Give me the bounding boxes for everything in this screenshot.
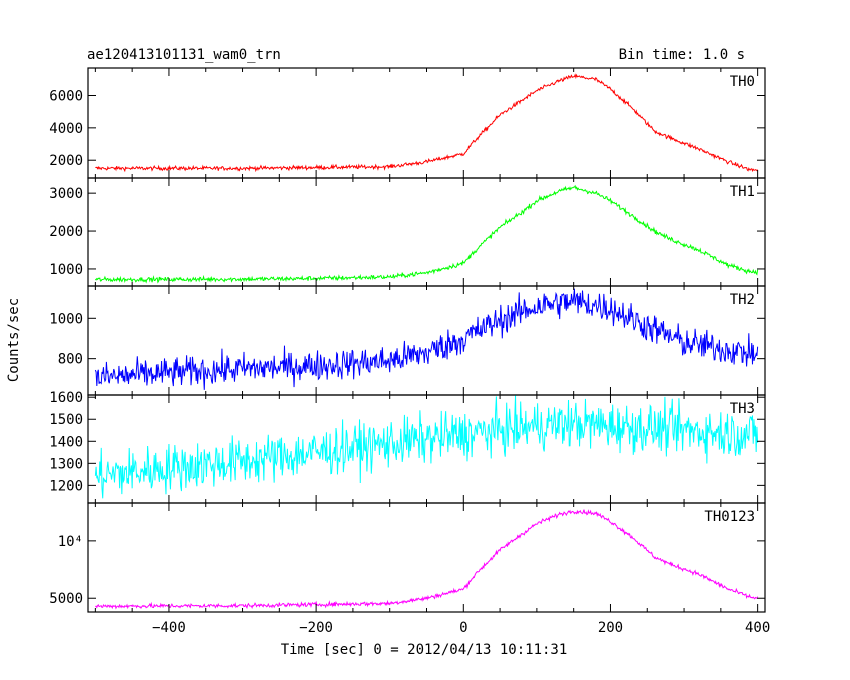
panel-label-th2: TH2 — [730, 292, 755, 308]
x-axis-label: Time [sec] 0 = 2012/04/13 10:11:31 — [281, 642, 568, 658]
series-line-th1 — [94, 184, 759, 284]
x-tick-label: 400 — [745, 620, 770, 636]
panel-frame — [87, 177, 766, 287]
y-tick-label: 1200 — [49, 478, 83, 494]
y-tick-label: 6000 — [49, 89, 83, 105]
panel-label-th3: TH3 — [730, 401, 755, 417]
panel-th0123: 5000 10⁴ TH0123 — [49, 502, 766, 613]
y-tick-label: 1000 — [49, 262, 83, 278]
y-tick-label: 2000 — [49, 224, 83, 240]
panel-th1: 1000 2000 3000 TH1 — [49, 177, 766, 287]
panel-frame — [87, 394, 766, 504]
x-tick-label: −400 — [152, 620, 186, 636]
series-line-th3 — [94, 394, 759, 499]
x-tick-label: 200 — [598, 620, 623, 636]
panel-label-th1: TH1 — [730, 184, 755, 200]
y-tick-label: 800 — [58, 352, 83, 368]
y-axis-label: Counts/sec — [6, 298, 22, 382]
panel-label-th0123: TH0123 — [704, 509, 755, 525]
chart-title: ae120413101131_wam0_trn — [87, 47, 281, 63]
bin-time-label: Bin time: 1.0 s — [619, 47, 745, 63]
y-tick-label: 1400 — [49, 434, 83, 450]
panel-th0: 2000 4000 6000 TH0 — [49, 67, 766, 179]
y-tick-label: 1300 — [49, 456, 83, 472]
panel-th2: 800 1000 TH2 — [49, 285, 766, 396]
panel-frame — [87, 285, 766, 396]
y-tick-label: 2000 — [49, 153, 83, 169]
y-tick-label: 1500 — [49, 412, 83, 428]
y-tick-label: 5000 — [49, 591, 83, 607]
panel-th3: 1200 1300 1400 1500 1600 TH3 — [49, 390, 766, 504]
y-tick-label: 1600 — [49, 390, 83, 406]
series-line-th2 — [94, 288, 759, 390]
x-tick-label: 0 — [459, 620, 467, 636]
y-tick-label: 4000 — [49, 121, 83, 137]
panel-label-th0: TH0 — [730, 74, 755, 90]
y-tick-label: 10⁴ — [58, 534, 83, 550]
panel-frame — [87, 502, 766, 613]
y-tick-label: 1000 — [49, 311, 83, 327]
series-line-th0 — [95, 73, 759, 173]
y-tick-label: 3000 — [49, 186, 83, 202]
series-line-th0123 — [95, 509, 759, 610]
x-tick-label: −200 — [299, 620, 333, 636]
